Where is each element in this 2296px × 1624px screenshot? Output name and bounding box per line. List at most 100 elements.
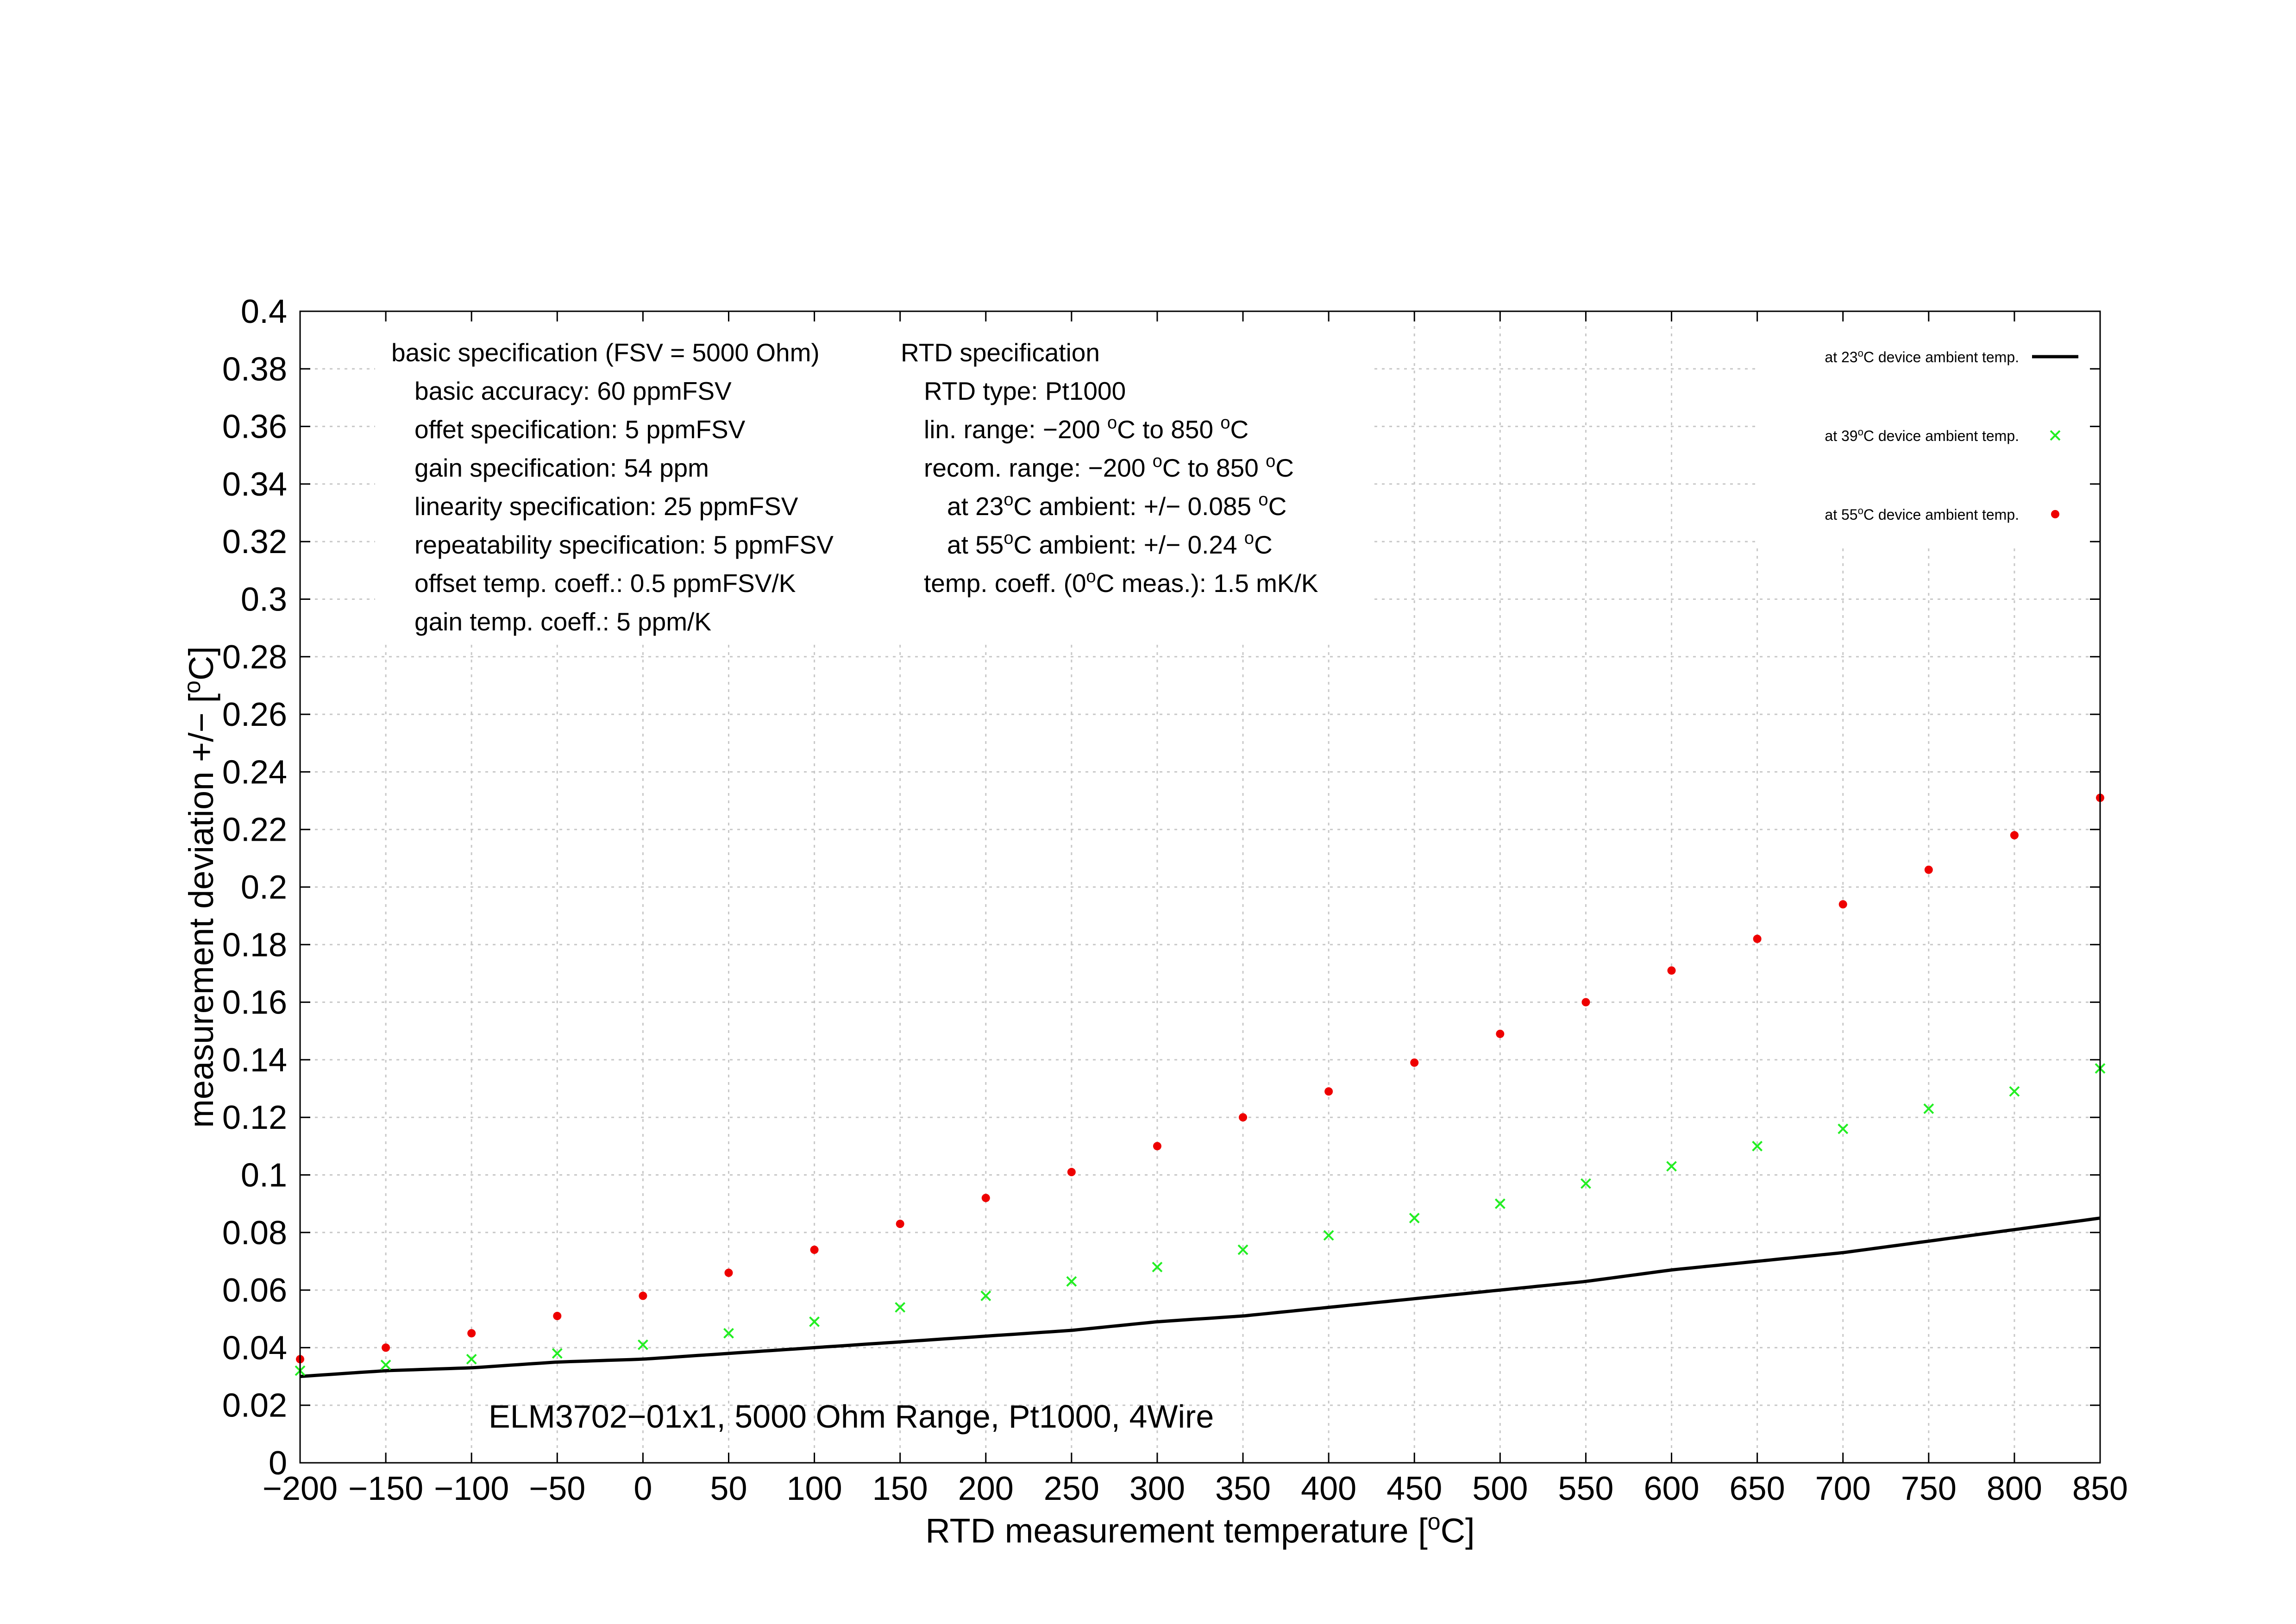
data-point — [1838, 1123, 1849, 1134]
data-point — [809, 1316, 820, 1327]
data-point — [466, 1353, 477, 1365]
data-point — [723, 1328, 734, 1339]
rtd-spec-line: RTD specification — [901, 338, 1100, 367]
data-point — [382, 1343, 390, 1352]
rtd-spec-line: at 55oC ambient: +/− 0.24 oC — [947, 529, 1273, 559]
data-point — [637, 1339, 648, 1350]
y-tick-label: 0.3 — [241, 581, 287, 618]
data-point — [1409, 1213, 1420, 1224]
legend-background — [1755, 321, 2093, 548]
y-tick-label: 0.38 — [222, 351, 287, 388]
x-tick-label: −50 — [529, 1470, 585, 1507]
y-tick-label: 0.4 — [241, 293, 287, 330]
y-tick-label: 0.14 — [222, 1042, 287, 1079]
x-tick-label: 450 — [1386, 1470, 1442, 1507]
legend-swatch — [2051, 510, 2059, 518]
x-tick-label: 750 — [1901, 1470, 1957, 1507]
y-tick-label: 0.08 — [222, 1215, 287, 1252]
series-3 — [296, 793, 2104, 1364]
y-tick-label: 0.12 — [222, 1099, 287, 1136]
y-tick-label: 0.24 — [222, 754, 287, 791]
data-point — [1324, 1087, 1333, 1096]
y-tick-label: 0.36 — [222, 409, 287, 446]
data-point — [1752, 1140, 1763, 1152]
basic-spec-line: offset temp. coeff.: 0.5 ppmFSV/K — [414, 569, 796, 598]
chart-subtitle: ELM3702−01x1, 5000 Ohm Range, Pt1000, 4W… — [489, 1398, 1214, 1435]
ticks: −200 −150 −100 −50 0 50 100 150 200 250 300 350 400 4… — [222, 293, 2128, 1507]
x-tick-label: 100 — [787, 1470, 842, 1507]
data-point — [980, 1290, 991, 1301]
data-point — [1923, 1103, 1934, 1114]
data-point — [1838, 900, 1847, 909]
data-point — [552, 1348, 563, 1359]
legend-label: at 23oC device ambient temp. — [1825, 347, 2019, 366]
data-point — [1666, 1161, 1677, 1172]
rtd-spec-line: lin. range: −200 oC to 850 oC — [924, 413, 1248, 444]
data-point — [2009, 1086, 2020, 1097]
y-tick-label: 0.2 — [241, 869, 287, 906]
data-point — [1067, 1168, 1076, 1177]
series-line — [300, 1216, 2101, 1379]
y-tick-label: 0.18 — [222, 926, 287, 963]
data-point — [639, 1291, 647, 1300]
data-point — [896, 1220, 904, 1228]
rtd-spec-line: temp. coeff. (0oC meas.): 1.5 mK/K — [924, 567, 1318, 598]
data-point — [981, 1194, 990, 1202]
x-tick-label: 250 — [1044, 1470, 1099, 1507]
data-point — [1496, 1029, 1505, 1038]
y-tick-label: 0.26 — [222, 696, 287, 733]
y-tick-label: 0.32 — [222, 523, 287, 560]
data-point — [1066, 1276, 1077, 1287]
x-tick-label: 650 — [1730, 1470, 1785, 1507]
y-tick-label: 0.1 — [241, 1157, 287, 1194]
data-point — [2010, 831, 2019, 840]
x-tick-label: 200 — [958, 1470, 1014, 1507]
basic-spec-line: linearity specification: 25 ppmFSV — [414, 492, 798, 521]
x-tick-label: 300 — [1129, 1470, 1185, 1507]
legend-label: at 55oC device ambient temp. — [1825, 505, 2019, 523]
rtd-spec-line: RTD type: Pt1000 — [924, 377, 1126, 405]
basic-spec-line: basic accuracy: 60 ppmFSV — [414, 377, 732, 405]
x-tick-label: 350 — [1215, 1470, 1271, 1507]
annotations: basic specification (FSV = 5000 Ohm) basi… — [375, 324, 1371, 644]
basic-spec-line: basic specification (FSV = 5000 Ohm) — [391, 338, 820, 367]
data-point — [1924, 865, 1933, 874]
data-point — [467, 1329, 476, 1338]
x-tick-label: 500 — [1472, 1470, 1528, 1507]
data-point — [1410, 1058, 1419, 1067]
x-tick-label: −100 — [434, 1470, 509, 1507]
y-tick-label: 0 — [269, 1445, 287, 1482]
data-point — [1323, 1230, 1334, 1241]
data-point — [380, 1360, 391, 1371]
rtd-spec-line: at 23oC ambient: +/− 0.085 oC — [947, 490, 1286, 521]
x-tick-label: 600 — [1644, 1470, 1699, 1507]
data-point — [1753, 934, 1762, 943]
data-point — [1667, 966, 1676, 975]
series-1 — [300, 1216, 2101, 1379]
x-tick-label: 400 — [1301, 1470, 1356, 1507]
data-point — [553, 1312, 562, 1321]
data-point — [895, 1302, 906, 1313]
y-axis-label: measurement deviation +/− [oC] — [179, 646, 220, 1128]
y-tick-label: 0.22 — [222, 812, 287, 849]
x-tick-label: 50 — [710, 1470, 747, 1507]
data-point — [1153, 1142, 1161, 1151]
x-tick-label: 800 — [1987, 1470, 2042, 1507]
x-tick-label: 150 — [872, 1470, 928, 1507]
x-tick-label: 700 — [1815, 1470, 1871, 1507]
data-point — [1494, 1198, 1506, 1209]
basic-spec-line: gain specification: 54 ppm — [414, 453, 709, 482]
x-tick-label: 850 — [2072, 1470, 2128, 1507]
x-tick-label: 550 — [1558, 1470, 1613, 1507]
y-tick-label: 0.02 — [222, 1387, 287, 1424]
rtd-spec-line: recom. range: −200 oC to 850 oC — [924, 452, 1294, 482]
x-axis-label: RTD measurement temperature [oC] — [925, 1509, 1474, 1550]
x-tick-label: 0 — [634, 1470, 652, 1507]
y-tick-label: 0.16 — [222, 984, 287, 1021]
basic-spec-line: gain temp. coeff.: 5 ppm/K — [414, 607, 711, 636]
spec-background — [375, 324, 1371, 644]
y-tick-label: 0.28 — [222, 639, 287, 676]
x-tick-label: −150 — [348, 1470, 423, 1507]
